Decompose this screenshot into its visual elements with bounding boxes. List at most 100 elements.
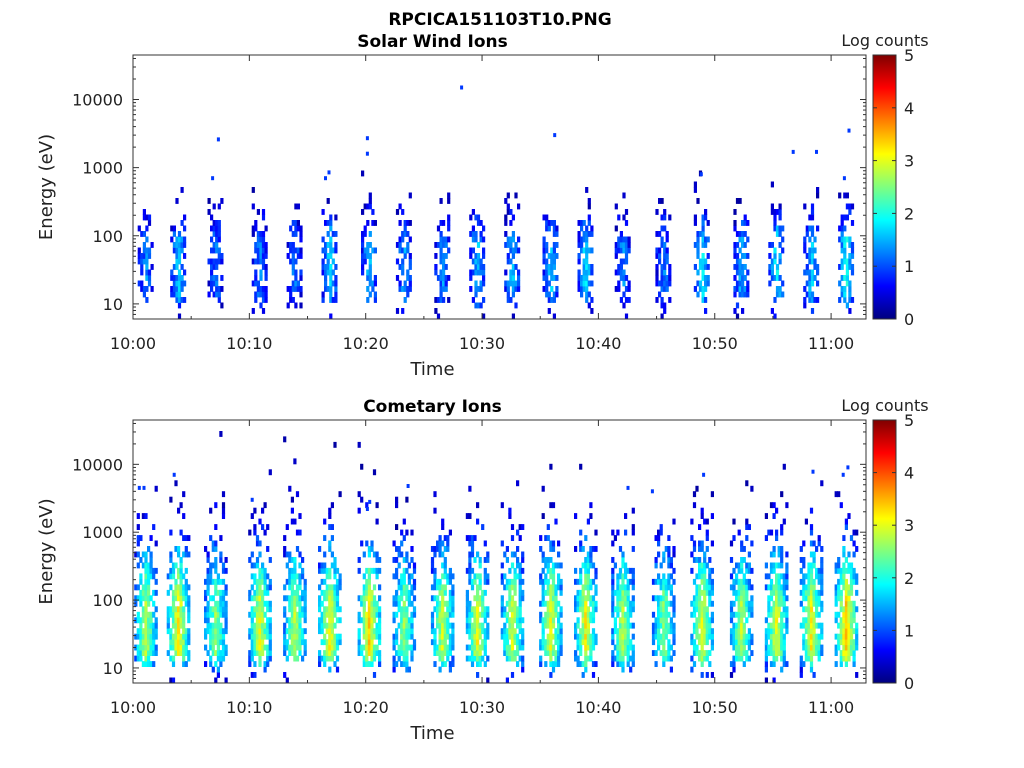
spectrogram-cell xyxy=(503,606,507,613)
spectrogram-cell xyxy=(261,524,265,530)
spectrogram-cell xyxy=(539,611,543,618)
spectrogram-cell xyxy=(441,661,445,667)
spectrogram-cell xyxy=(224,644,228,651)
spectrogram-cell xyxy=(541,567,545,574)
spectrogram-cell xyxy=(184,628,188,635)
sparse-point xyxy=(811,469,815,474)
spectrogram-cell xyxy=(584,655,588,662)
spectrogram-cell xyxy=(710,491,714,498)
spectrogram-cell xyxy=(816,192,820,199)
spectrogram-cell xyxy=(775,275,780,281)
spectrogram-cell xyxy=(212,258,216,265)
spectrogram-cell xyxy=(182,611,186,618)
spectrogram-cell xyxy=(585,187,589,193)
spectrogram-cell xyxy=(516,546,520,552)
spectrogram-cell xyxy=(698,595,702,602)
spectrogram-cell xyxy=(820,573,824,580)
spectrogram-cell xyxy=(817,650,821,656)
spectrogram-cell xyxy=(807,644,811,651)
spectrogram-cell xyxy=(258,650,262,656)
x-tick-label: 10:20 xyxy=(343,698,389,717)
spectrogram-cell xyxy=(293,458,297,465)
spectrogram-cell xyxy=(626,611,630,618)
spectrogram-cell xyxy=(368,198,372,204)
spectrogram-cell xyxy=(293,557,297,563)
spectrogram-cell xyxy=(780,562,784,569)
spectrogram-cell xyxy=(580,247,584,254)
spectrogram-cell xyxy=(732,567,736,574)
spectrogram-cell xyxy=(516,611,520,618)
spectrogram-cell xyxy=(290,600,294,607)
spectrogram-cell xyxy=(329,214,333,221)
spectrogram-cell xyxy=(509,247,513,254)
spectrogram-cell xyxy=(660,214,664,221)
spectrogram-cell xyxy=(852,644,856,651)
spectrogram-cell xyxy=(662,611,666,618)
spectrogram-cell xyxy=(551,595,556,602)
spectrogram-cell xyxy=(770,181,774,188)
spectrogram-cell xyxy=(542,258,546,265)
spectrogram-cell xyxy=(410,622,414,629)
spectrogram-cell xyxy=(443,584,447,591)
spectrogram-cell xyxy=(403,231,407,237)
spectrogram-cell xyxy=(289,297,293,303)
spectrogram-cell xyxy=(172,264,176,270)
spectrogram-cell xyxy=(330,600,334,607)
spectrogram-cell xyxy=(849,573,854,580)
spectrogram-cell xyxy=(586,628,590,635)
spectrogram-cell xyxy=(780,633,784,640)
spectrogram-cell xyxy=(175,258,179,265)
spectrogram-cell xyxy=(152,611,156,618)
spectrogram-cell xyxy=(703,584,707,591)
spectrogram-cell xyxy=(764,644,768,651)
spectrogram-cell xyxy=(177,247,182,254)
spectrogram-cell xyxy=(447,192,451,199)
spectrogram-cell xyxy=(614,247,618,254)
spectrogram-cell xyxy=(667,622,671,629)
spectrogram-cell xyxy=(584,644,588,651)
spectrogram-cell xyxy=(700,617,704,624)
spectrogram-cell xyxy=(807,606,811,613)
spectrogram-cell xyxy=(552,231,556,237)
spectrogram-cell xyxy=(773,275,777,281)
spectrogram-cell xyxy=(559,628,563,635)
spectrogram-cell xyxy=(144,650,148,656)
spectrogram-cell xyxy=(539,655,543,662)
spectrogram-cell xyxy=(372,567,377,574)
spectrogram-cell xyxy=(657,573,661,580)
spectrogram-cell xyxy=(373,220,377,226)
spectrogram-cell xyxy=(392,661,396,667)
spectrogram-cell xyxy=(333,633,337,640)
spectrogram-cell xyxy=(541,644,545,651)
spectrogram-cell xyxy=(505,611,509,618)
spectrogram-cell xyxy=(174,617,178,624)
spectrogram-cell xyxy=(323,551,327,558)
spectrogram-cell xyxy=(136,655,140,662)
colorbar-tick-label: 4 xyxy=(904,464,914,483)
spectrogram-cell xyxy=(210,214,214,221)
spectrogram-cell xyxy=(769,502,774,509)
spectrogram-cell xyxy=(219,600,223,607)
spectrogram-cell xyxy=(441,639,445,646)
spectrogram-cell xyxy=(372,606,377,613)
spectrogram-cell xyxy=(769,644,774,651)
spectrogram-cell xyxy=(735,633,739,640)
spectrogram-cell xyxy=(283,436,287,443)
spectrogram-cell xyxy=(174,622,178,629)
spectrogram-cell xyxy=(328,606,332,613)
sparse-point xyxy=(368,499,372,504)
spectrogram-cell xyxy=(479,231,483,237)
spectrogram-cell xyxy=(295,611,300,618)
spectrogram-cell xyxy=(139,650,143,656)
spectrogram-cell xyxy=(334,214,338,221)
spectrogram-cell xyxy=(177,611,181,618)
spectrogram-cell xyxy=(139,557,143,563)
spectrogram-cell xyxy=(402,655,406,662)
spectrogram-cell xyxy=(486,633,490,640)
spectrogram-cell xyxy=(444,264,448,270)
spectrogram-cell xyxy=(745,600,749,607)
spectrogram-cell xyxy=(508,513,512,519)
spectrogram-cell xyxy=(695,573,699,580)
spectrogram-cell xyxy=(624,286,629,292)
spectrogram-cell xyxy=(365,589,369,596)
